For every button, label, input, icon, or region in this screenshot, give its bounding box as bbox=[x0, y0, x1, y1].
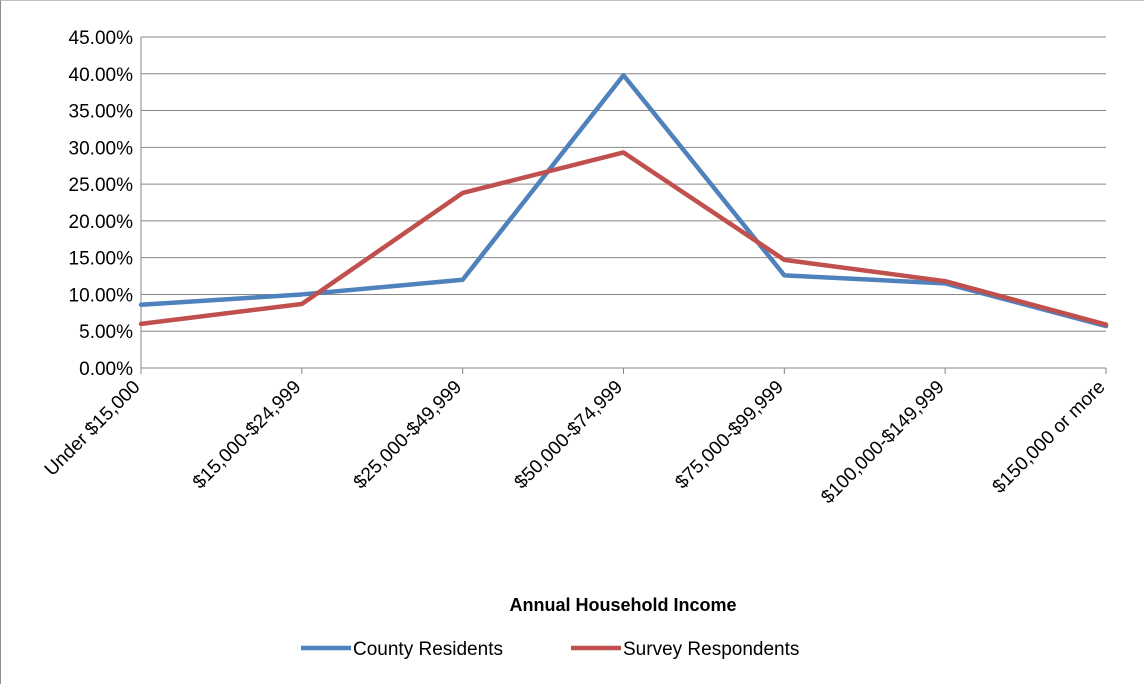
y-tick-label: 10.00% bbox=[69, 285, 134, 306]
y-tick-label: 40.00% bbox=[69, 65, 134, 86]
y-tick-label: 0.00% bbox=[79, 359, 133, 380]
legend-label: Survey Respondents bbox=[623, 639, 799, 660]
series-line-0 bbox=[141, 75, 1106, 326]
x-tick-label: $25,000-$49,999 bbox=[350, 377, 466, 493]
series-lines bbox=[141, 75, 1106, 326]
y-tick-label: 25.00% bbox=[69, 175, 134, 196]
y-tick-label: 30.00% bbox=[69, 138, 134, 159]
x-tick-label: $75,000-$99,999 bbox=[671, 377, 787, 493]
y-tick-label: 15.00% bbox=[69, 249, 134, 270]
x-tick-label: $150,000 or more bbox=[989, 377, 1110, 498]
x-tick-label: $15,000-$24,999 bbox=[189, 377, 305, 493]
x-tick-label: $50,000-$74,999 bbox=[511, 377, 627, 493]
axes bbox=[141, 37, 1106, 374]
x-tick-label: Under $15,000 bbox=[41, 377, 145, 481]
y-tick-label: 45.00% bbox=[69, 28, 134, 49]
legend: County Residents Survey Respondents bbox=[301, 639, 799, 660]
x-axis-label: Annual Household Income bbox=[509, 595, 736, 615]
y-tick-label: 35.00% bbox=[69, 102, 134, 123]
x-tick-label: $100,000-$149,999 bbox=[817, 377, 948, 508]
series-line-1 bbox=[141, 152, 1106, 324]
y-tick-label: 5.00% bbox=[79, 322, 133, 343]
x-tick-labels: Under $15,000 $15,000-$24,999 $25,000-$49,… bbox=[41, 377, 1110, 508]
legend-label: County Residents bbox=[353, 639, 503, 660]
y-tick-label: 20.00% bbox=[69, 212, 134, 233]
y-tick-labels: 0.00% 5.00% 10.00% 15.00% 20.00% 25.00% 30.00%… bbox=[69, 28, 134, 380]
